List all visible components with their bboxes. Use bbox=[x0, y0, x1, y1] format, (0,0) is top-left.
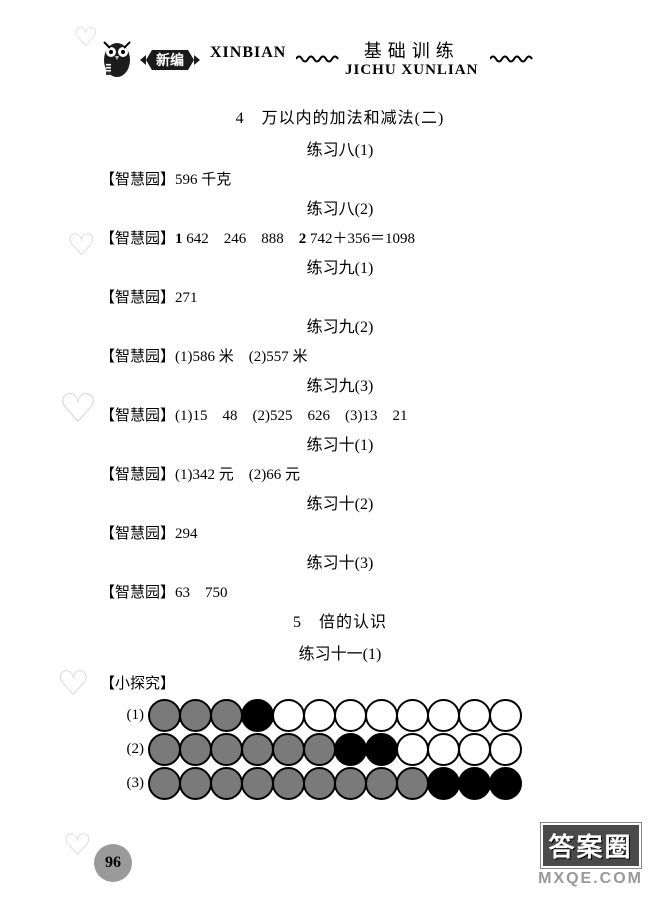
watermark-bottom: MXQE.COM bbox=[538, 870, 643, 888]
watermark: 答案圈 MXQE.COM bbox=[538, 823, 643, 888]
circle-white bbox=[427, 699, 460, 732]
exercise-title: 练习十(1) bbox=[100, 431, 580, 455]
circle-black bbox=[489, 767, 522, 800]
circle-black bbox=[458, 767, 491, 800]
circle-white bbox=[334, 699, 367, 732]
exercise-title: 练习十(3) bbox=[100, 549, 580, 573]
answer-line: 【智慧园】1 642 246 888 2 742＋356＝1098 bbox=[100, 227, 620, 248]
heart-icon: ♡ bbox=[58, 386, 97, 432]
exercise-title: 练习九(1) bbox=[100, 254, 580, 278]
answer-line: 【智慧园】294 bbox=[100, 522, 620, 543]
row-label: (2) bbox=[100, 741, 148, 758]
wavy-line-icon bbox=[490, 54, 534, 64]
explore-tag: 【小探究】 bbox=[100, 672, 620, 693]
circle-white bbox=[396, 699, 429, 732]
circles-diagram: (1) (2) (3) bbox=[100, 699, 620, 800]
circle-gray bbox=[241, 767, 274, 800]
circle-gray bbox=[303, 767, 336, 800]
header-title: 基础训练 JICHU XUNLIAN bbox=[345, 42, 478, 78]
circle-white bbox=[303, 699, 336, 732]
circle-white bbox=[458, 733, 491, 766]
circles-row: (3) bbox=[100, 767, 620, 800]
circle-gray bbox=[272, 733, 305, 766]
title-pinyin: JICHU XUNLIAN bbox=[345, 62, 478, 79]
circle-gray bbox=[365, 767, 398, 800]
circle-gray bbox=[148, 767, 181, 800]
heart-icon: ♡ bbox=[56, 664, 90, 704]
section4-title: 4 万以内的加法和减法(二) bbox=[100, 104, 580, 128]
circle-white bbox=[396, 733, 429, 766]
watermark-top: 答案圈 bbox=[541, 823, 641, 868]
circle-gray bbox=[334, 767, 367, 800]
circle-black bbox=[241, 699, 274, 732]
circle-gray bbox=[148, 699, 181, 732]
exercise-title: 练习八(1) bbox=[100, 136, 580, 160]
circle-white bbox=[489, 699, 522, 732]
page-number-badge: 96 bbox=[94, 844, 132, 882]
heart-icon: ♡ bbox=[63, 828, 93, 863]
circle-gray bbox=[210, 699, 243, 732]
circle-white bbox=[458, 699, 491, 732]
exercise-title: 练习八(2) bbox=[100, 195, 580, 219]
circle-gray bbox=[179, 699, 212, 732]
exercise-title: 练习十一(1) bbox=[100, 640, 580, 664]
circle-white bbox=[365, 699, 398, 732]
circle-gray bbox=[396, 767, 429, 800]
title-cn: 基础训练 bbox=[345, 42, 478, 62]
xinbian-badge-icon: 新编 bbox=[140, 48, 200, 72]
circle-gray bbox=[179, 767, 212, 800]
heart-icon: ♡ bbox=[73, 22, 99, 53]
section5-title: 5 倍的认识 bbox=[100, 608, 580, 632]
answer-line: 【智慧园】271 bbox=[100, 286, 620, 307]
circle-gray bbox=[272, 767, 305, 800]
circle-black bbox=[365, 733, 398, 766]
circles-row: (2) bbox=[100, 733, 620, 766]
answer-line: 【智慧园】(1)342 元 (2)66 元 bbox=[100, 463, 620, 484]
answer-line: 【智慧园】(1)586 米 (2)557 米 bbox=[100, 345, 620, 366]
circles-row: (1) bbox=[100, 699, 620, 732]
heart-icon: ♡ bbox=[67, 228, 97, 263]
circle-white bbox=[427, 733, 460, 766]
content-body: 4 万以内的加法和减法(二) 练习八(1) 【智慧园】596 千克 练习八(2)… bbox=[100, 100, 620, 801]
circle-white bbox=[272, 699, 305, 732]
page: 新编 XINBIAN 基础训练 JICHU XUNLIAN ♡ ♡ ♡ ♡ ♡ 4 万以… bbox=[0, 0, 649, 900]
wavy-line-icon bbox=[296, 54, 340, 64]
values: 742＋356＝1098 bbox=[306, 231, 415, 247]
circle-black bbox=[334, 733, 367, 766]
badge-text: 新编 bbox=[156, 52, 184, 68]
circle-white bbox=[489, 733, 522, 766]
exercise-title: 练习九(3) bbox=[100, 372, 580, 396]
owl-mascot-icon bbox=[98, 38, 136, 82]
pinyin-xinbian: XINBIAN bbox=[210, 44, 286, 62]
tag: 【智慧园】 bbox=[100, 231, 175, 247]
exercise-title: 练习九(2) bbox=[100, 313, 580, 337]
circle-gray bbox=[148, 733, 181, 766]
circle-gray bbox=[210, 767, 243, 800]
row-label: (1) bbox=[100, 707, 148, 724]
circle-gray bbox=[179, 733, 212, 766]
answer-line: 【智慧园】63 750 bbox=[100, 581, 620, 602]
answer-line: 【智慧园】(1)15 48 (2)525 626 (3)13 21 bbox=[100, 404, 620, 425]
values: 642 246 888 bbox=[183, 231, 299, 247]
row-label: (3) bbox=[100, 775, 148, 792]
circle-black bbox=[427, 767, 460, 800]
bold-num: 1 bbox=[175, 231, 183, 247]
circle-gray bbox=[241, 733, 274, 766]
exercise-title: 练习十(2) bbox=[100, 490, 580, 514]
circle-gray bbox=[210, 733, 243, 766]
circle-gray bbox=[303, 733, 336, 766]
answer-line: 【智慧园】596 千克 bbox=[100, 168, 620, 189]
